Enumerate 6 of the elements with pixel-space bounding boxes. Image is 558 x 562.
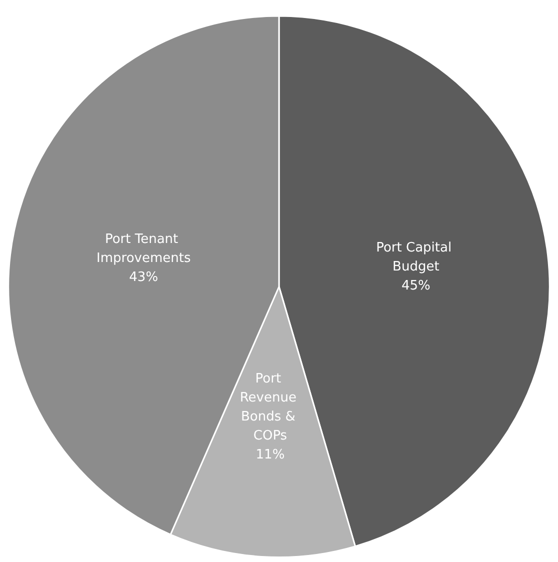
data-label: 45% (401, 278, 430, 294)
slice-label: Port Revenue Bonds & COPs (240, 372, 301, 444)
slice-label: Port Capital Budget (376, 240, 456, 274)
data-label: 43% (129, 270, 158, 285)
slice-label: Port Tenant Improvements (96, 232, 191, 266)
data-label: 11% (256, 448, 285, 463)
